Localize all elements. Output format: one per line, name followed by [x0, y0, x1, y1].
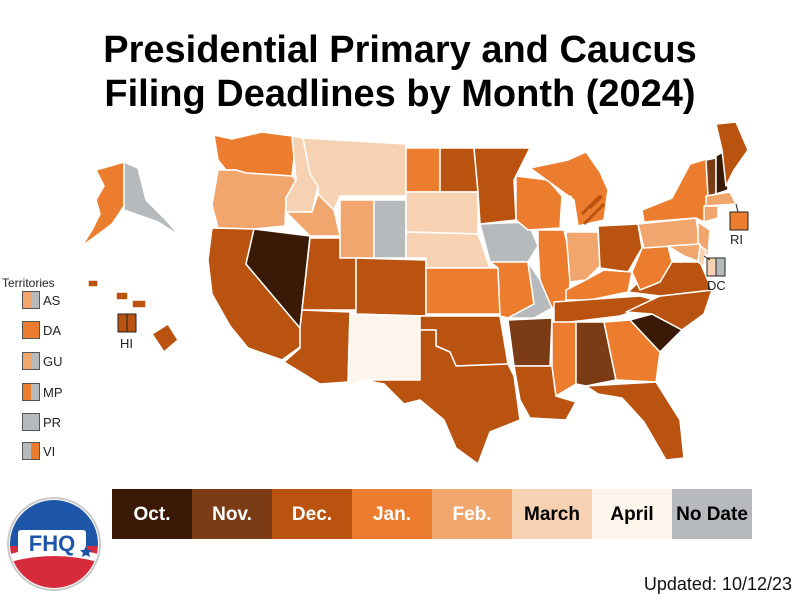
state-FL[interactable]	[585, 381, 685, 461]
legend-no-date: No Date	[672, 489, 752, 539]
svg-text:FHQ: FHQ	[29, 531, 75, 556]
month-legend: Oct. Nov. Dec. Jan. Feb. March April No …	[112, 489, 752, 539]
fhq-logo: FHQ	[7, 497, 101, 591]
territory-label: AS	[43, 292, 61, 308]
state-AL[interactable]	[575, 321, 617, 387]
territory-swatch	[22, 413, 40, 431]
territories-heading: Territories	[2, 276, 55, 290]
label-ri: RI	[730, 232, 743, 247]
territory-swatch	[22, 291, 40, 309]
dc-box-right[interactable]	[715, 257, 726, 277]
state-NY[interactable]	[641, 157, 715, 223]
state-SD[interactable]	[405, 191, 479, 235]
map-title: Presidential Primary and Caucus Filing D…	[0, 28, 800, 116]
legend-dec: Dec.	[272, 489, 352, 539]
territory-label: GU	[43, 353, 63, 369]
state-DE[interactable]	[697, 245, 707, 267]
state-WY-west[interactable]	[339, 199, 375, 259]
title-line-1: Presidential Primary and Caucus	[103, 29, 697, 71]
state-WV[interactable]	[631, 245, 673, 291]
territory-item[interactable]: GU	[22, 351, 63, 371]
state-OH[interactable]	[597, 223, 643, 273]
title-line-2: Filing Deadlines by Month (2024)	[104, 73, 696, 115]
territory-item[interactable]: VI	[22, 441, 55, 461]
state-ME[interactable]	[715, 121, 749, 187]
state-PA[interactable]	[637, 217, 701, 249]
hi-box-right[interactable]	[126, 313, 137, 333]
state-ND-west[interactable]	[405, 147, 441, 193]
state-TX[interactable]	[363, 329, 521, 465]
state-VT[interactable]	[705, 157, 717, 197]
territory-item[interactable]: PR	[22, 412, 61, 432]
state-CO[interactable]	[355, 257, 427, 317]
territory-swatch	[22, 383, 40, 401]
label-hi: HI	[120, 336, 133, 351]
state-NM[interactable]	[347, 313, 421, 387]
updated-date: Updated: 10/12/23	[643, 574, 792, 594]
territory-item[interactable]: AS	[22, 290, 60, 310]
state-KS[interactable]	[425, 267, 503, 315]
state-WY-east[interactable]	[373, 199, 407, 259]
territory-label: MP	[43, 384, 63, 400]
state-MD[interactable]	[667, 243, 701, 263]
state-HI-island-2[interactable]	[115, 291, 129, 301]
state-IN[interactable]	[565, 231, 601, 283]
dc-box-left[interactable]	[706, 257, 717, 277]
legend-march: March	[512, 489, 592, 539]
legend-oct: Oct.	[112, 489, 192, 539]
state-AK-east[interactable]	[123, 161, 181, 237]
state-HI[interactable]	[151, 323, 179, 353]
territory-label: VI	[43, 443, 56, 459]
state-ND-east[interactable]	[439, 147, 479, 193]
state-AR[interactable]	[507, 317, 553, 367]
territory-label: PR	[43, 414, 62, 430]
territory-swatch	[22, 321, 40, 339]
label-dc: DC	[707, 278, 726, 293]
state-HI-island-1[interactable]	[87, 279, 99, 288]
state-CT[interactable]	[703, 205, 719, 223]
leader-lines	[703, 203, 739, 261]
state-HI-island-3[interactable]	[131, 299, 147, 309]
legend-feb: Feb.	[432, 489, 512, 539]
territory-item[interactable]: DA	[22, 320, 61, 340]
territory-label: DA	[43, 322, 62, 338]
territory-item[interactable]: MP	[22, 382, 63, 402]
legend-jan: Jan.	[352, 489, 432, 539]
michigan-hatch	[580, 194, 606, 226]
hi-box-left[interactable]	[117, 313, 128, 333]
territory-swatch	[22, 442, 40, 460]
state-OR[interactable]	[211, 169, 297, 230]
territory-swatch	[22, 352, 40, 370]
state-regions	[81, 121, 749, 465]
legend-nov: Nov.	[192, 489, 272, 539]
state-AK[interactable]	[81, 161, 125, 247]
state-MS[interactable]	[551, 321, 577, 397]
state-KY[interactable]	[565, 269, 633, 301]
legend-april: April	[592, 489, 672, 539]
lake-michigan	[562, 194, 574, 230]
state-GA[interactable]	[603, 319, 661, 383]
state-RI-box[interactable]	[729, 211, 749, 231]
